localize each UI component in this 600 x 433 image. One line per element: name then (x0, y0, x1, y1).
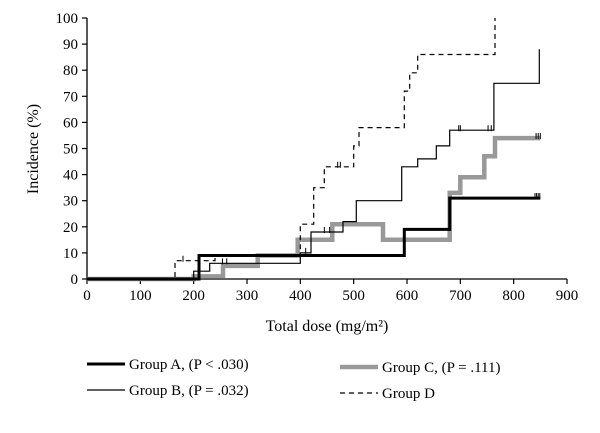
series-line-b (87, 49, 540, 280)
x-tick-label: 900 (556, 288, 579, 304)
x-tick-label: 400 (289, 288, 312, 304)
x-tick-label: 700 (449, 288, 472, 304)
y-tick-label: 0 (71, 272, 79, 288)
series-line-d (87, 18, 496, 280)
x-axis-label: Total dose (mg/m²) (266, 318, 389, 335)
x-tick-label: 200 (182, 288, 205, 304)
y-tick-label: 10 (63, 246, 78, 262)
y-tick-label: 50 (63, 142, 78, 158)
series-line-c (87, 135, 541, 282)
y-tick-label: 100 (56, 11, 79, 27)
y-tick-label: 30 (63, 194, 78, 210)
legend-label-d: Group D (382, 386, 435, 402)
legend-label-b: Group B, (P = .032) (129, 383, 249, 399)
y-tick-label: 60 (63, 115, 78, 131)
legend-label-c: Group C, (P = .111) (382, 360, 500, 376)
x-tick-label: 800 (502, 288, 525, 304)
censor-marks (182, 125, 541, 265)
y-axis-label: Incidence (%) (25, 104, 42, 194)
legend-label-a: Group A, (P < .030) (129, 357, 249, 373)
y-tick-label: 20 (63, 220, 78, 236)
x-ticks: 0 100 200 300 400 500 600 700 800 900 (83, 279, 578, 304)
x-tick-label: 500 (342, 288, 365, 304)
y-tick-label: 80 (63, 63, 78, 79)
y-ticks: 0 10 20 30 40 50 60 70 80 90 100 (56, 11, 87, 288)
x-tick-label: 600 (396, 288, 419, 304)
y-tick-label: 70 (63, 89, 78, 105)
x-tick-label: 100 (129, 288, 152, 304)
y-tick-label: 90 (63, 37, 78, 53)
x-tick-label: 0 (83, 288, 91, 304)
legend: Group A, (P < .030) Group B, (P = .032) Gr… (87, 357, 500, 402)
y-tick-label: 40 (63, 168, 78, 184)
x-tick-label: 300 (236, 288, 259, 304)
plot-area (87, 18, 541, 282)
